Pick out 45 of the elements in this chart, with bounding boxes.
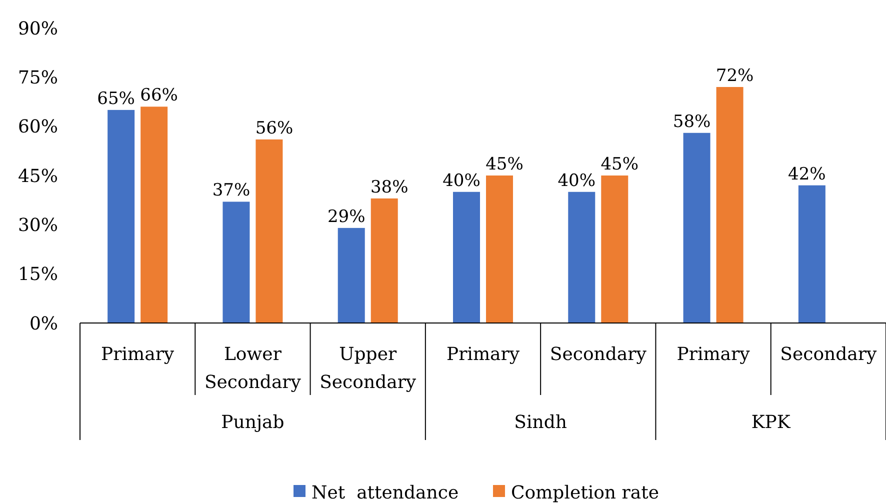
x-tick-label: Secondary bbox=[550, 344, 648, 365]
text: Punjab bbox=[221, 412, 284, 433]
data-label: 66% bbox=[140, 86, 178, 106]
data-label: 45% bbox=[486, 154, 524, 174]
bar bbox=[108, 110, 135, 323]
bar bbox=[683, 132, 710, 323]
bar bbox=[568, 192, 596, 323]
data-label: 40% bbox=[558, 170, 596, 191]
data-label: 42% bbox=[788, 164, 826, 184]
data-label: 38% bbox=[370, 177, 408, 198]
data-label: 29% bbox=[327, 206, 366, 227]
x-tick-label: Primary bbox=[676, 344, 751, 365]
x-tick-label: Lower Secondary bbox=[204, 344, 302, 393]
legend-label: Completion rate bbox=[511, 482, 659, 504]
bar bbox=[140, 106, 168, 323]
y-tick-label: 0% bbox=[29, 313, 58, 334]
x-tick-label: Secondary bbox=[780, 344, 878, 365]
y-tick-label: 60% bbox=[18, 116, 58, 138]
y-tick-label: 45% bbox=[18, 166, 58, 187]
bar bbox=[338, 228, 365, 323]
data-label: 37% bbox=[212, 180, 250, 201]
data-label: 40% bbox=[442, 170, 480, 191]
legend-label: Net attendance bbox=[312, 482, 459, 504]
data-label: 58% bbox=[672, 112, 711, 132]
data-label: 56% bbox=[255, 118, 294, 138]
bar bbox=[486, 176, 513, 323]
data-label: 65% bbox=[97, 88, 135, 109]
y-tick-label: 75% bbox=[18, 67, 58, 88]
bar bbox=[601, 176, 628, 323]
text: KPK bbox=[751, 412, 791, 433]
y-tick-label: 15% bbox=[18, 264, 58, 286]
bar bbox=[798, 185, 826, 323]
bar bbox=[716, 87, 744, 323]
data-label: 72% bbox=[716, 66, 754, 86]
data-label: 45% bbox=[600, 154, 639, 174]
bar bbox=[256, 139, 283, 323]
x-tick-label: Primary bbox=[101, 344, 175, 365]
y-tick-label: 90% bbox=[18, 18, 58, 40]
text: Sindh bbox=[514, 412, 568, 433]
x-tick-label: Upper Secondary bbox=[320, 344, 417, 393]
bar bbox=[453, 192, 480, 323]
bar bbox=[222, 202, 250, 323]
bar bbox=[370, 198, 398, 323]
y-tick-label: 30% bbox=[18, 214, 58, 236]
x-tick-label: Primary bbox=[446, 344, 520, 365]
